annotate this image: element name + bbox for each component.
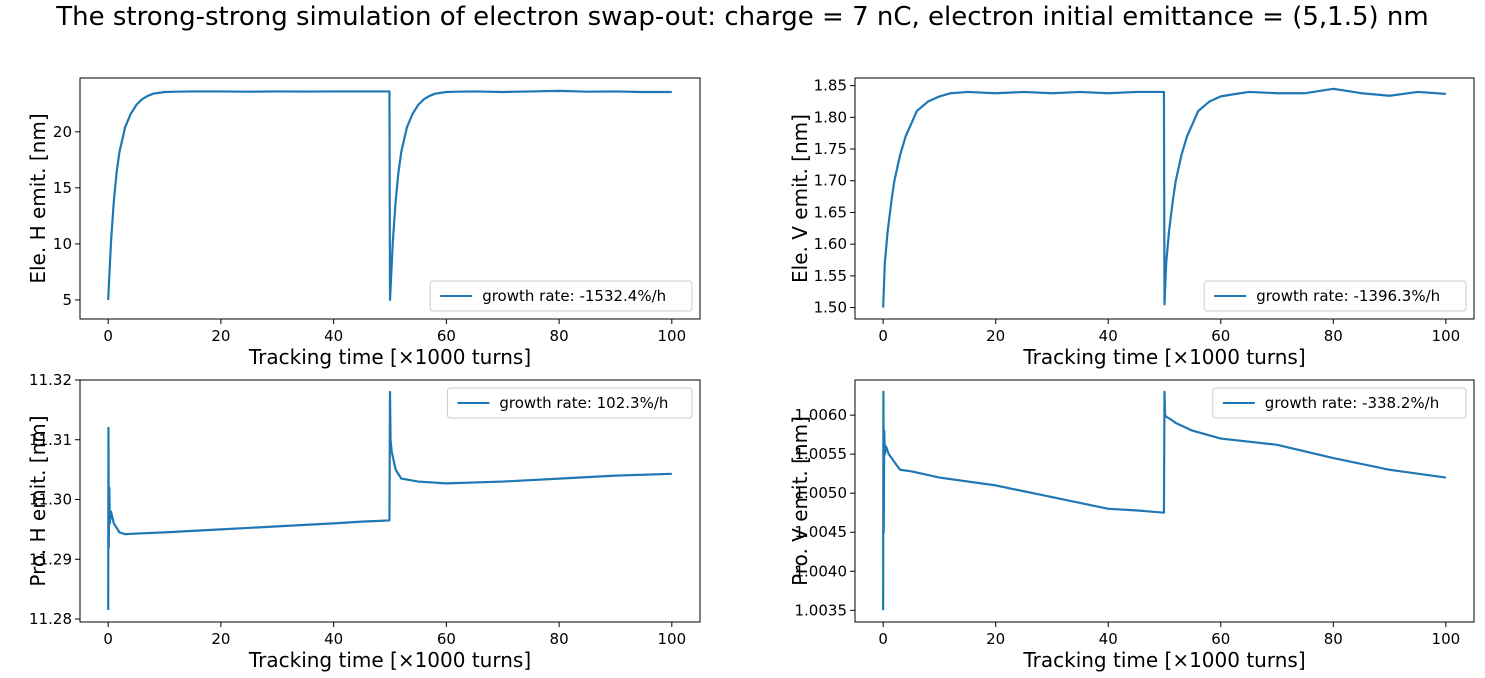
- x-tick-label: 100: [1432, 630, 1461, 648]
- y-axis-label: Pro. H emit. [nm]: [26, 415, 50, 586]
- x-tick-label: 80: [550, 630, 569, 648]
- legend: growth rate: 102.3%/h: [446, 387, 693, 419]
- y-axis-label: Ele. V emit. [nm]: [788, 114, 812, 283]
- y-tick-label: 1.0060: [795, 406, 848, 424]
- legend-label: growth rate: -1396.3%/h: [1256, 287, 1440, 305]
- x-tick-label: 80: [1324, 327, 1343, 345]
- x-tick-label: 40: [1099, 327, 1118, 345]
- y-tick-label: 10: [53, 235, 72, 253]
- subplot-3: 0 20 40 60 80 100 11.28 11.29 11.30 11.31 11.32 Tra…: [26, 371, 701, 672]
- y-tick-label: 11.29: [29, 550, 72, 568]
- x-tick-label: 0: [878, 327, 888, 345]
- series-line-2-1: [882, 87, 1446, 308]
- x-tick-label: 20: [986, 630, 1005, 648]
- legend-box: [1203, 280, 1467, 312]
- x-tick-label: 40: [324, 630, 343, 648]
- subplot-2: 0 20 40 60 80 100 1.50 1.55 1.60 1.65 1.70 1.75 1.80…: [788, 77, 1475, 369]
- y-tick-label: 1.70: [814, 172, 847, 190]
- y-tick-label: 1.65: [814, 203, 847, 221]
- axes-frame: [79, 379, 701, 623]
- legend: growth rate: -1532.4%/h: [429, 280, 693, 312]
- y-tick-label: 1.50: [814, 299, 847, 317]
- y-tick-label: 11.28: [29, 610, 72, 628]
- legend-label: growth rate: -338.2%/h: [1265, 394, 1439, 412]
- axes-frame: [854, 77, 1475, 320]
- x-tick-label: 20: [211, 630, 230, 648]
- y-tick-label: 1.0050: [795, 484, 848, 502]
- y-tick-label: 1.75: [814, 140, 847, 158]
- legend: growth rate: -1396.3%/h: [1203, 280, 1467, 312]
- x-tick-label: 100: [657, 630, 686, 648]
- y-tick-label: 11.32: [29, 371, 72, 389]
- x-tick-label: 0: [103, 327, 113, 345]
- figure-title: The strong-strong simulation of electron…: [56, 2, 1429, 32]
- x-tick-label: 0: [878, 630, 888, 648]
- axes-frame: [854, 379, 1475, 623]
- legend-label: growth rate: 102.3%/h: [499, 394, 668, 412]
- legend: growth rate: -338.2%/h: [1212, 387, 1467, 419]
- x-tick-label: 20: [211, 327, 230, 345]
- y-tick-label: 1.60: [814, 235, 847, 253]
- y-tick-label: 15: [53, 179, 72, 197]
- x-axis-label: Tracking time [×1000 turns]: [1022, 648, 1305, 672]
- y-tick-label: 11.31: [29, 431, 72, 449]
- x-tick-label: 40: [1099, 630, 1118, 648]
- subplot-1: 0 20 40 60 80 100 5 10 15 20 Tracking time [×1000 …: [26, 77, 701, 369]
- y-tick-label: 1.80: [814, 108, 847, 126]
- y-tick-label: 5: [62, 291, 72, 309]
- legend-label: growth rate: -1532.4%/h: [482, 287, 666, 305]
- series-line-3-1: [107, 390, 672, 611]
- y-tick-label: 1.0040: [795, 562, 848, 580]
- series-line-4-1: [882, 390, 1447, 611]
- legend-box: [1212, 387, 1467, 419]
- x-tick-label: 40: [324, 327, 343, 345]
- x-tick-label: 20: [986, 327, 1005, 345]
- y-tick-label: 1.0055: [795, 445, 848, 463]
- x-axis-label: Tracking time [×1000 turns]: [248, 345, 531, 369]
- x-tick-label: 60: [1211, 630, 1230, 648]
- x-tick-label: 0: [103, 630, 113, 648]
- x-tick-label: 80: [550, 327, 569, 345]
- y-tick-label: 1.85: [814, 77, 847, 95]
- y-tick-label: 1.0035: [795, 601, 848, 619]
- legend-box: [446, 387, 693, 419]
- series-line-1-1: [107, 89, 672, 302]
- axes-frame: [79, 77, 701, 320]
- y-tick-label: 1.0045: [795, 523, 848, 541]
- y-tick-label: 1.55: [814, 267, 847, 285]
- y-axis-label: Pro. V emit. [nm]: [788, 416, 812, 586]
- subplot-4: 0 20 40 60 80 100 1.0035 1.0040 1.0045 1.0050 1.00…: [788, 379, 1475, 672]
- x-axis-label: Tracking time [×1000 turns]: [1022, 345, 1305, 369]
- y-tick-label: 11.30: [29, 491, 72, 509]
- x-axis-label: Tracking time [×1000 turns]: [248, 648, 531, 672]
- x-tick-label: 60: [437, 327, 456, 345]
- x-tick-label: 60: [1211, 327, 1230, 345]
- x-tick-label: 60: [437, 630, 456, 648]
- y-tick-label: 20: [53, 123, 72, 141]
- y-axis-label: Ele. H emit. [nm]: [26, 113, 50, 283]
- legend-box: [429, 280, 693, 312]
- x-tick-label: 100: [657, 327, 686, 345]
- x-tick-label: 100: [1432, 327, 1461, 345]
- x-tick-label: 80: [1324, 630, 1343, 648]
